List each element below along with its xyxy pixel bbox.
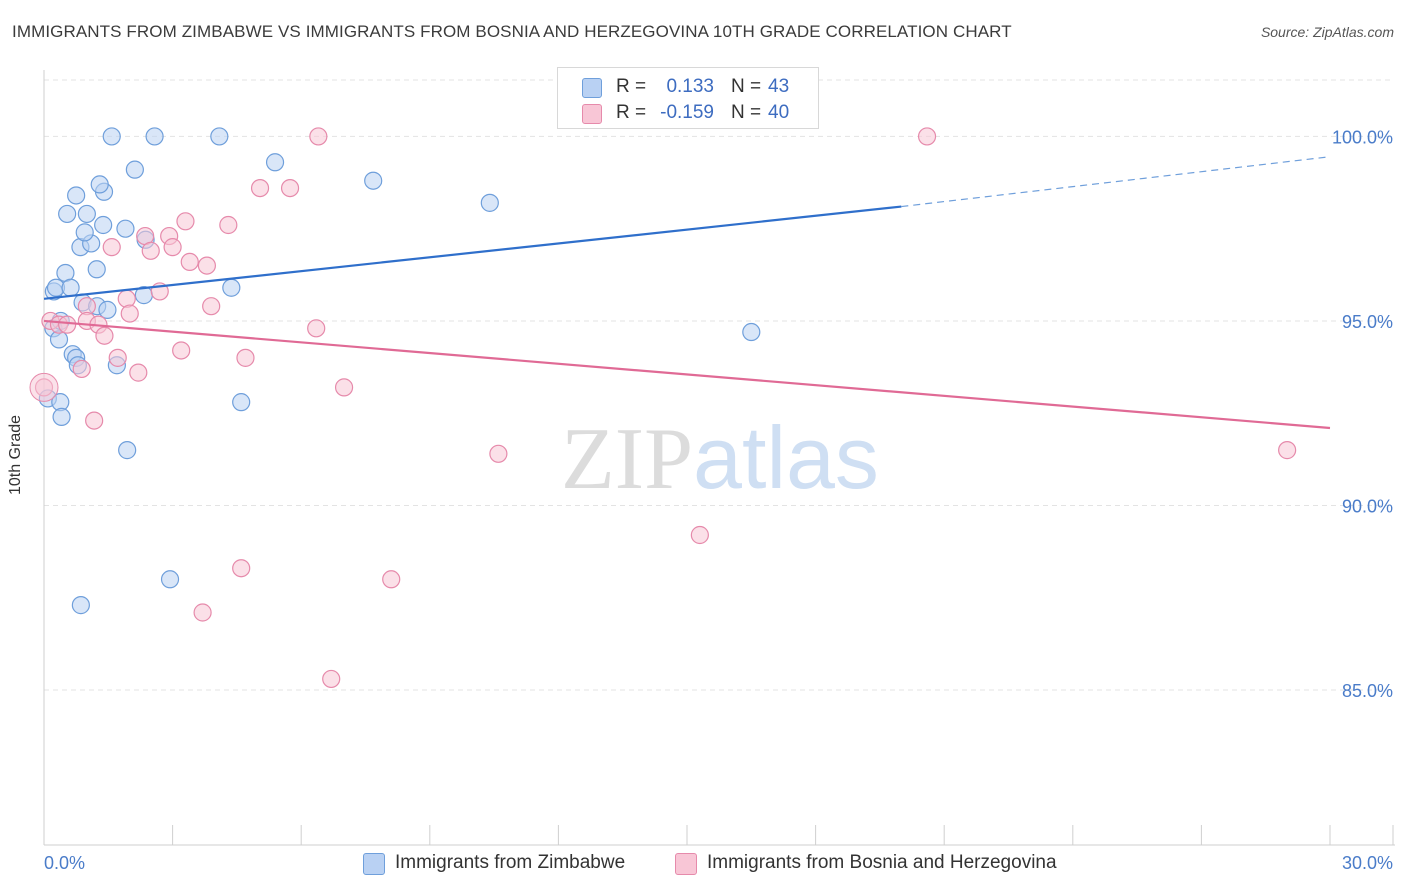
zimbabwe-r-value: 0.133	[666, 76, 714, 97]
legend-swatch-zimbabwe	[363, 853, 385, 875]
bosnia-point	[334, 378, 354, 397]
watermark: ZIPatlas	[561, 408, 879, 508]
r-label: R =	[616, 76, 647, 97]
y-tick-label: 100.0%	[1332, 127, 1393, 147]
bosnia-point	[250, 178, 270, 198]
n-label: N =	[731, 102, 762, 123]
zimbabwe-n-value: 43	[768, 76, 790, 97]
bosnia-point	[197, 256, 216, 275]
zimbabwe-point	[116, 219, 135, 238]
x-tick-label: 30.0%	[1342, 853, 1393, 873]
zimbabwe-point	[90, 175, 109, 194]
zimbabwe-point	[742, 322, 761, 342]
bosnia-point	[108, 348, 127, 367]
bosnia-point	[219, 215, 238, 235]
bosnia-point	[309, 127, 328, 146]
watermark-zip: ZIP	[561, 411, 693, 508]
bosnia-point	[85, 411, 104, 430]
zimbabwe-swatch	[582, 78, 602, 98]
chart-title: IMMIGRANTS FROM ZIMBABWE VS IMMIGRANTS F…	[12, 22, 1012, 41]
bosnia-point	[129, 363, 148, 382]
bosnia-point	[382, 570, 401, 589]
bosnia-point	[95, 326, 114, 345]
zimbabwe-point	[222, 278, 241, 297]
zimbabwe-point	[210, 127, 229, 146]
bosnia-point	[322, 669, 341, 689]
y-tick-label: 85.0%	[1342, 681, 1393, 701]
y-tick-label: 95.0%	[1342, 312, 1393, 332]
zimbabwe-point	[94, 215, 113, 235]
zimbabwe-point	[480, 193, 499, 212]
legend-swatch-bosnia	[675, 853, 697, 875]
zimbabwe-point	[71, 596, 90, 615]
bosnia-point	[102, 238, 121, 257]
bosnia-point	[917, 127, 937, 146]
bosnia-r-value: -0.159	[660, 102, 714, 123]
zimbabwe-point	[364, 171, 383, 190]
zimbabwe-point	[87, 260, 106, 279]
bosnia-cluster-point	[29, 372, 59, 402]
zimbabwe-point	[125, 160, 144, 179]
bosnia-point	[193, 603, 212, 622]
y-tick-label: 90.0%	[1342, 496, 1393, 516]
zimbabwe-point	[58, 204, 77, 224]
zimbabwe-point	[118, 441, 137, 460]
bosnia-point	[232, 559, 251, 578]
zimbabwe-point	[160, 570, 180, 589]
bosnia-point	[1278, 441, 1297, 460]
zimbabwe-point	[98, 300, 117, 319]
zimbabwe-point	[77, 204, 96, 224]
bosnia-point	[163, 238, 182, 257]
bosnia-point	[117, 289, 136, 308]
r-label: R =	[616, 102, 647, 123]
source-label: Source: ZipAtlas.com	[1260, 24, 1394, 40]
zimbabwe-point	[75, 223, 94, 242]
bosnia-n-value: 40	[768, 102, 790, 123]
n-label: N =	[731, 76, 762, 97]
bosnia-point	[58, 315, 77, 334]
bosnia-point	[280, 178, 300, 198]
bosnia-point	[141, 241, 160, 260]
zimbabwe-point	[102, 127, 121, 146]
bosnia-point	[489, 444, 508, 463]
bosnia-point	[307, 319, 326, 338]
bosnia-point	[202, 297, 221, 316]
bosnia-point	[690, 525, 709, 545]
zimbabwe-point	[265, 153, 285, 172]
zimbabwe-trendline	[43, 205, 902, 300]
x-tick-label: 0.0%	[44, 853, 85, 873]
bosnia-point	[120, 304, 139, 323]
bosnia-point	[172, 341, 191, 360]
zimbabwe-point	[52, 407, 71, 427]
zimbabwe-point	[145, 127, 164, 146]
bosnia-point	[236, 348, 255, 367]
bosnia-point	[176, 212, 195, 231]
watermark-atlas: atlas	[693, 408, 879, 507]
legend-label-bosnia: Immigrants from Bosnia and Herzegovina	[707, 852, 1057, 873]
zimbabwe-point	[61, 278, 80, 297]
bosnia-point	[180, 252, 199, 272]
stats-legend-box: R = 0.133 N = 43 R = -0.159 N = 40	[557, 67, 819, 129]
zimbabwe-point	[67, 186, 86, 205]
bosnia-point	[72, 359, 91, 379]
legend-label-zimbabwe: Immigrants from Zimbabwe	[395, 852, 626, 873]
bosnia-swatch	[582, 104, 602, 124]
bosnia-trendline	[43, 319, 1331, 430]
zimbabwe-point	[232, 393, 251, 412]
zimbabwe-trendline-extension	[901, 156, 1331, 208]
